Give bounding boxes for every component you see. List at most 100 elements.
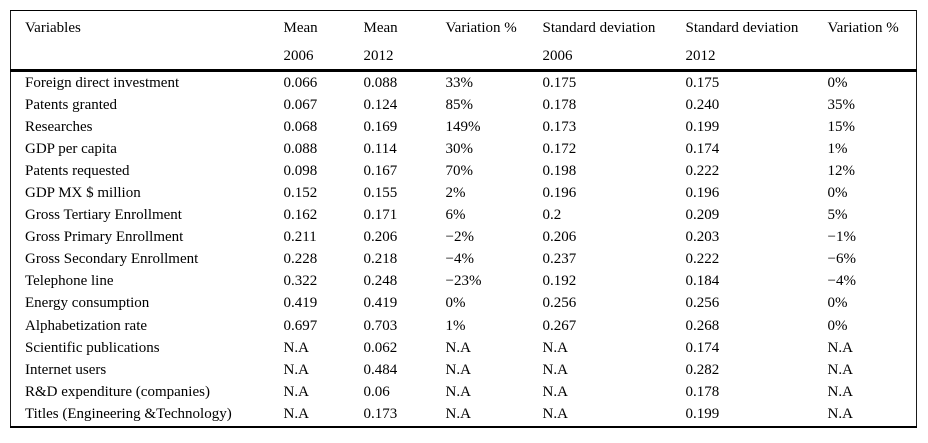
variable-name-cell: Gross Tertiary Enrollment: [25, 207, 182, 224]
value-cell: N.A: [827, 339, 853, 356]
value-cell: N.A: [283, 383, 309, 400]
variable-name-cell: Foreign direct investment: [25, 74, 180, 91]
value-cell: 0.06: [363, 383, 390, 400]
table-row: Researches 0.068 0.169 149% 0.173 0.199 15%: [11, 116, 917, 138]
value-cell: 0.088: [363, 74, 398, 91]
table-row: Internet users N.A 0.484 N.A N.A 0.282 N.A: [11, 359, 917, 381]
variable-name-cell: R&D expenditure (companies): [25, 383, 210, 400]
column-header-3: Variation %: [431, 10, 529, 72]
value-cell: 0.237: [542, 251, 577, 268]
value-cell: 15%: [827, 118, 856, 135]
value-cell: N.A: [445, 383, 471, 400]
table-row: Titles (Engineering &Technology) N.A 0.173…: [11, 403, 917, 426]
value-cell: 0.171: [363, 207, 398, 224]
value-cell: 0.222: [685, 162, 720, 179]
column-label: Variation %: [827, 20, 899, 36]
value-cell: 0.174: [685, 339, 720, 356]
value-cell: 0.173: [542, 118, 577, 135]
value-cell: 0.162: [283, 207, 318, 224]
value-cell: −2%: [445, 229, 474, 246]
value-cell: 0.175: [542, 74, 577, 91]
table-row: Gross Primary Enrollment 0.211 0.206 −2% 0.2…: [11, 227, 917, 249]
value-cell: N.A: [827, 361, 853, 378]
value-cell: 0.196: [542, 185, 577, 202]
value-cell: 0%: [445, 295, 466, 312]
value-cell: 0.169: [363, 118, 398, 135]
value-cell: 0.2: [542, 207, 562, 224]
value-cell: 0.196: [685, 185, 720, 202]
value-cell: 0.184: [685, 273, 720, 290]
value-cell: 0.240: [685, 96, 720, 113]
value-cell: N.A: [283, 405, 309, 422]
column-header-4: Standard deviation 2006: [528, 10, 672, 72]
value-cell: 2%: [445, 185, 466, 202]
value-cell: −23%: [445, 273, 482, 290]
value-cell: −6%: [827, 251, 856, 268]
table-row: Energy consumption 0.419 0.419 0% 0.256 0.256…: [11, 293, 917, 315]
value-cell: 0.199: [685, 118, 720, 135]
value-cell: 70%: [445, 162, 474, 179]
value-cell: 0.419: [283, 295, 318, 312]
value-cell: 33%: [445, 74, 474, 91]
value-cell: 0.419: [363, 295, 398, 312]
table-row: Telephone line 0.322 0.248 −23% 0.192 0.184 −4…: [11, 271, 917, 293]
value-cell: 0.484: [363, 361, 398, 378]
value-cell: 0.268: [685, 317, 720, 334]
table-row: Patents requested 0.098 0.167 70% 0.198 0.222…: [11, 160, 917, 182]
value-cell: 0.248: [363, 273, 398, 290]
value-cell: 0.174: [685, 140, 720, 157]
variable-name-cell: Patents granted: [25, 96, 118, 113]
value-cell: 0.222: [685, 251, 720, 268]
value-cell: 0.172: [542, 140, 577, 157]
column-year-label: 2012: [363, 48, 394, 64]
variable-name-cell: Gross Secondary Enrollment: [25, 251, 199, 268]
column-year-label: [446, 48, 529, 64]
variable-name-cell: Scientific publications: [25, 339, 160, 356]
column-header-0: Variables: [10, 10, 270, 72]
column-year-label: 2006: [283, 48, 314, 64]
value-cell: 12%: [827, 162, 856, 179]
value-cell: N.A: [827, 405, 853, 422]
value-cell: 85%: [445, 96, 474, 113]
table-body: Foreign direct investment 0.066 0.088 33% 0.…: [11, 71, 917, 427]
column-year-label: [25, 48, 270, 64]
value-cell: 0.114: [363, 140, 397, 157]
value-cell: 0.167: [363, 162, 398, 179]
value-cell: 0.211: [283, 229, 317, 246]
value-cell: 0.152: [283, 185, 318, 202]
table-row: Foreign direct investment 0.066 0.088 33% 0.…: [11, 71, 917, 95]
value-cell: 0.173: [363, 405, 398, 422]
variable-name-cell: GDP per capita: [25, 140, 117, 157]
value-cell: 1%: [827, 140, 848, 157]
value-cell: 0.066: [283, 74, 318, 91]
column-label: Variables: [25, 20, 81, 36]
value-cell: 0.267: [542, 317, 577, 334]
value-cell: 0.155: [363, 185, 398, 202]
value-cell: 0.203: [685, 229, 720, 246]
table-row: Gross Secondary Enrollment 0.228 0.218 −4% 0…: [11, 249, 917, 271]
value-cell: N.A: [283, 339, 309, 356]
table-row: Patents granted 0.067 0.124 85% 0.178 0.240 35…: [11, 94, 917, 116]
value-cell: 35%: [827, 96, 856, 113]
value-cell: 0.067: [283, 96, 318, 113]
value-cell: 0.088: [283, 140, 318, 157]
value-cell: 0.256: [685, 295, 720, 312]
column-label: Mean: [283, 20, 318, 36]
value-cell: 5%: [827, 207, 848, 224]
table-row: Scientific publications N.A 0.062 N.A N.A 0.1…: [11, 337, 917, 359]
value-cell: −4%: [445, 251, 474, 268]
value-cell: 0.322: [283, 273, 318, 290]
value-cell: −1%: [827, 229, 856, 246]
value-cell: 0%: [827, 185, 848, 202]
table-row: Gross Tertiary Enrollment 0.162 0.171 6% 0.2…: [11, 205, 917, 227]
column-year-label: 2006: [542, 48, 573, 64]
value-cell: N.A: [283, 361, 309, 378]
column-label: Mean: [363, 20, 398, 36]
value-cell: −4%: [827, 273, 856, 290]
table-row: Alphabetization rate 0.697 0.703 1% 0.267 0.2…: [11, 315, 917, 337]
column-year-label: 2012: [685, 48, 716, 64]
value-cell: 0.178: [685, 383, 720, 400]
value-cell: N.A: [542, 361, 568, 378]
column-header-1: Mean 2006: [269, 10, 350, 72]
variable-name-cell: Telephone line: [25, 273, 114, 290]
